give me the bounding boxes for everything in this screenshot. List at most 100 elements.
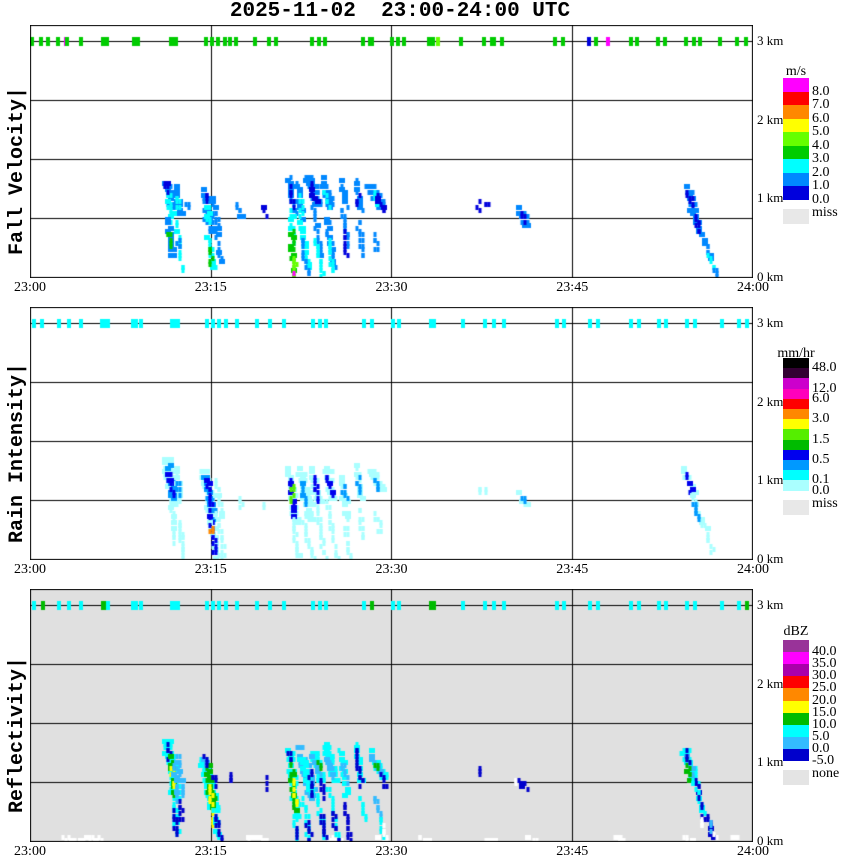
legend-band-fall-velocity (783, 91, 809, 106)
legend-missing-label: miss (812, 204, 838, 220)
legend-band-fall-velocity (783, 145, 809, 160)
legend-band-rain-intensity (783, 378, 809, 390)
legend-band-fall-velocity (783, 105, 809, 119)
time-tick-label: 23:45 (556, 280, 589, 295)
height-tick-label: 3 km (757, 597, 784, 612)
time-tick-label: 24:00 (737, 280, 769, 295)
legend-band-reflectivity (783, 664, 809, 677)
time-tick-label: 23:30 (375, 844, 408, 859)
panel-plot-reflectivity (30, 589, 753, 842)
legend-band-rain-intensity (783, 419, 809, 430)
height-tick-label: 1 km (757, 190, 784, 206)
time-tick-label: 24:00 (737, 844, 769, 859)
legend-value-label: 6.0 (812, 390, 830, 406)
legend-band-rain-intensity (783, 368, 809, 379)
height-tick-label: 1 km (757, 472, 784, 488)
time-tick-label: 23:15 (194, 280, 227, 295)
legend-band-fall-velocity (783, 132, 809, 146)
height-tick-label: 2 km (757, 111, 784, 127)
time-tick-label: 24:00 (737, 562, 769, 577)
figure-title: 2025-11-02 23:00-24:00 UTC (229, 0, 571, 23)
legend-value-label: 6.0 (812, 110, 830, 126)
legend-band-rain-intensity (783, 470, 809, 481)
legend-value-label: 48.0 (812, 360, 837, 376)
panel-axis-label-fall-velocity: Fall Velocity| (6, 86, 29, 255)
height-tick-label: 0 km (757, 551, 784, 566)
legend-value-label: 0.0 (812, 740, 830, 756)
legend-band-fall-velocity (783, 159, 809, 173)
legend-band-rain-intensity (783, 449, 809, 461)
time-tick-label: 23:00 (14, 280, 46, 295)
legend-value-label: 15.0 (812, 704, 837, 720)
legend-value-label: 5.0 (812, 124, 830, 139)
time-tick-label: 23:00 (14, 844, 46, 859)
legend-missing-band-rain-intensity (783, 499, 809, 515)
height-tick-label: 2 km (757, 393, 784, 409)
legend-value-label: 25.0 (812, 680, 837, 696)
legend-band-reflectivity (783, 700, 809, 714)
legend-missing-label: none (812, 766, 840, 781)
height-tick-label: 0 km (757, 833, 784, 848)
panel-plot-rain-intensity (30, 307, 753, 560)
legend-band-reflectivity (783, 748, 809, 762)
legend-band-rain-intensity (783, 460, 809, 471)
time-tick-label: 23:15 (194, 562, 227, 577)
legend-value-label: 1.0 (812, 178, 830, 193)
panel-axis-label-rain-intensity: Rain Intensity| (6, 362, 29, 543)
panel-plot-fall-velocity (30, 25, 753, 278)
legend-band-reflectivity (783, 676, 809, 689)
legend-title-fall-velocity: m/s (785, 64, 807, 79)
legend-value-label: 0.1 (812, 472, 830, 488)
legend-band-reflectivity (783, 724, 809, 738)
legend-missing-band-fall-velocity (783, 208, 809, 224)
legend-band-rain-intensity (783, 439, 809, 451)
legend-band-reflectivity (783, 712, 809, 726)
legend-value-label: 2.0 (812, 164, 830, 180)
legend-band-fall-velocity (783, 118, 809, 133)
legend-value-label: 3.0 (812, 411, 830, 427)
legend-value-label: 30.0 (812, 668, 837, 684)
legend-value-label: 1.5 (812, 431, 830, 447)
height-tick-label: 1 km (757, 754, 784, 770)
legend-value-label: 10.0 (812, 716, 837, 732)
legend-band-rain-intensity (783, 480, 809, 492)
time-tick-label: 23:45 (556, 844, 589, 859)
legend-value-label: 20.0 (812, 692, 837, 708)
panel-axis-label-reflectivity: Reflectivity| (6, 656, 29, 813)
height-tick-label: 3 km (757, 33, 784, 48)
legend-band-rain-intensity (783, 429, 809, 441)
legend-value-label: 5.0 (812, 728, 830, 744)
legend-band-fall-velocity (783, 78, 809, 92)
legend-band-rain-intensity (783, 358, 809, 369)
legend-value-label: 12.0 (812, 380, 837, 396)
legend-title-reflectivity: dBZ (783, 624, 809, 639)
time-tick-label: 23:00 (14, 562, 46, 577)
legend-value-label: 4.0 (812, 137, 830, 153)
height-tick-label: 3 km (757, 315, 784, 330)
time-tick-label: 23:15 (194, 844, 227, 859)
legend-value-label: -5.0 (812, 753, 835, 768)
legend-value-label: 40.0 (812, 644, 837, 660)
legend-band-reflectivity (783, 652, 809, 665)
legend-value-label: 35.0 (812, 656, 837, 672)
legend-band-fall-velocity (783, 172, 809, 187)
legend-value-label: 8.0 (812, 83, 830, 99)
legend-value-label: 0.0 (812, 191, 830, 207)
legend-band-rain-intensity (783, 388, 809, 400)
legend-band-reflectivity (783, 640, 809, 653)
legend-band-fall-velocity (783, 186, 809, 200)
height-tick-label: 0 km (757, 269, 784, 284)
legend-missing-label: miss (812, 495, 838, 511)
legend-value-label: 7.0 (812, 97, 830, 112)
legend-value-label: 3.0 (812, 151, 830, 166)
legend-missing-band-reflectivity (783, 770, 809, 785)
legend-band-rain-intensity (783, 409, 809, 420)
height-tick-label: 2 km (757, 675, 784, 691)
time-tick-label: 23:30 (375, 562, 408, 577)
legend-band-reflectivity (783, 736, 809, 750)
time-tick-label: 23:30 (375, 280, 408, 295)
legend-band-reflectivity (783, 688, 809, 701)
legend-title-rain-intensity: mm/hr (777, 346, 815, 361)
time-tick-label: 23:45 (556, 562, 589, 577)
